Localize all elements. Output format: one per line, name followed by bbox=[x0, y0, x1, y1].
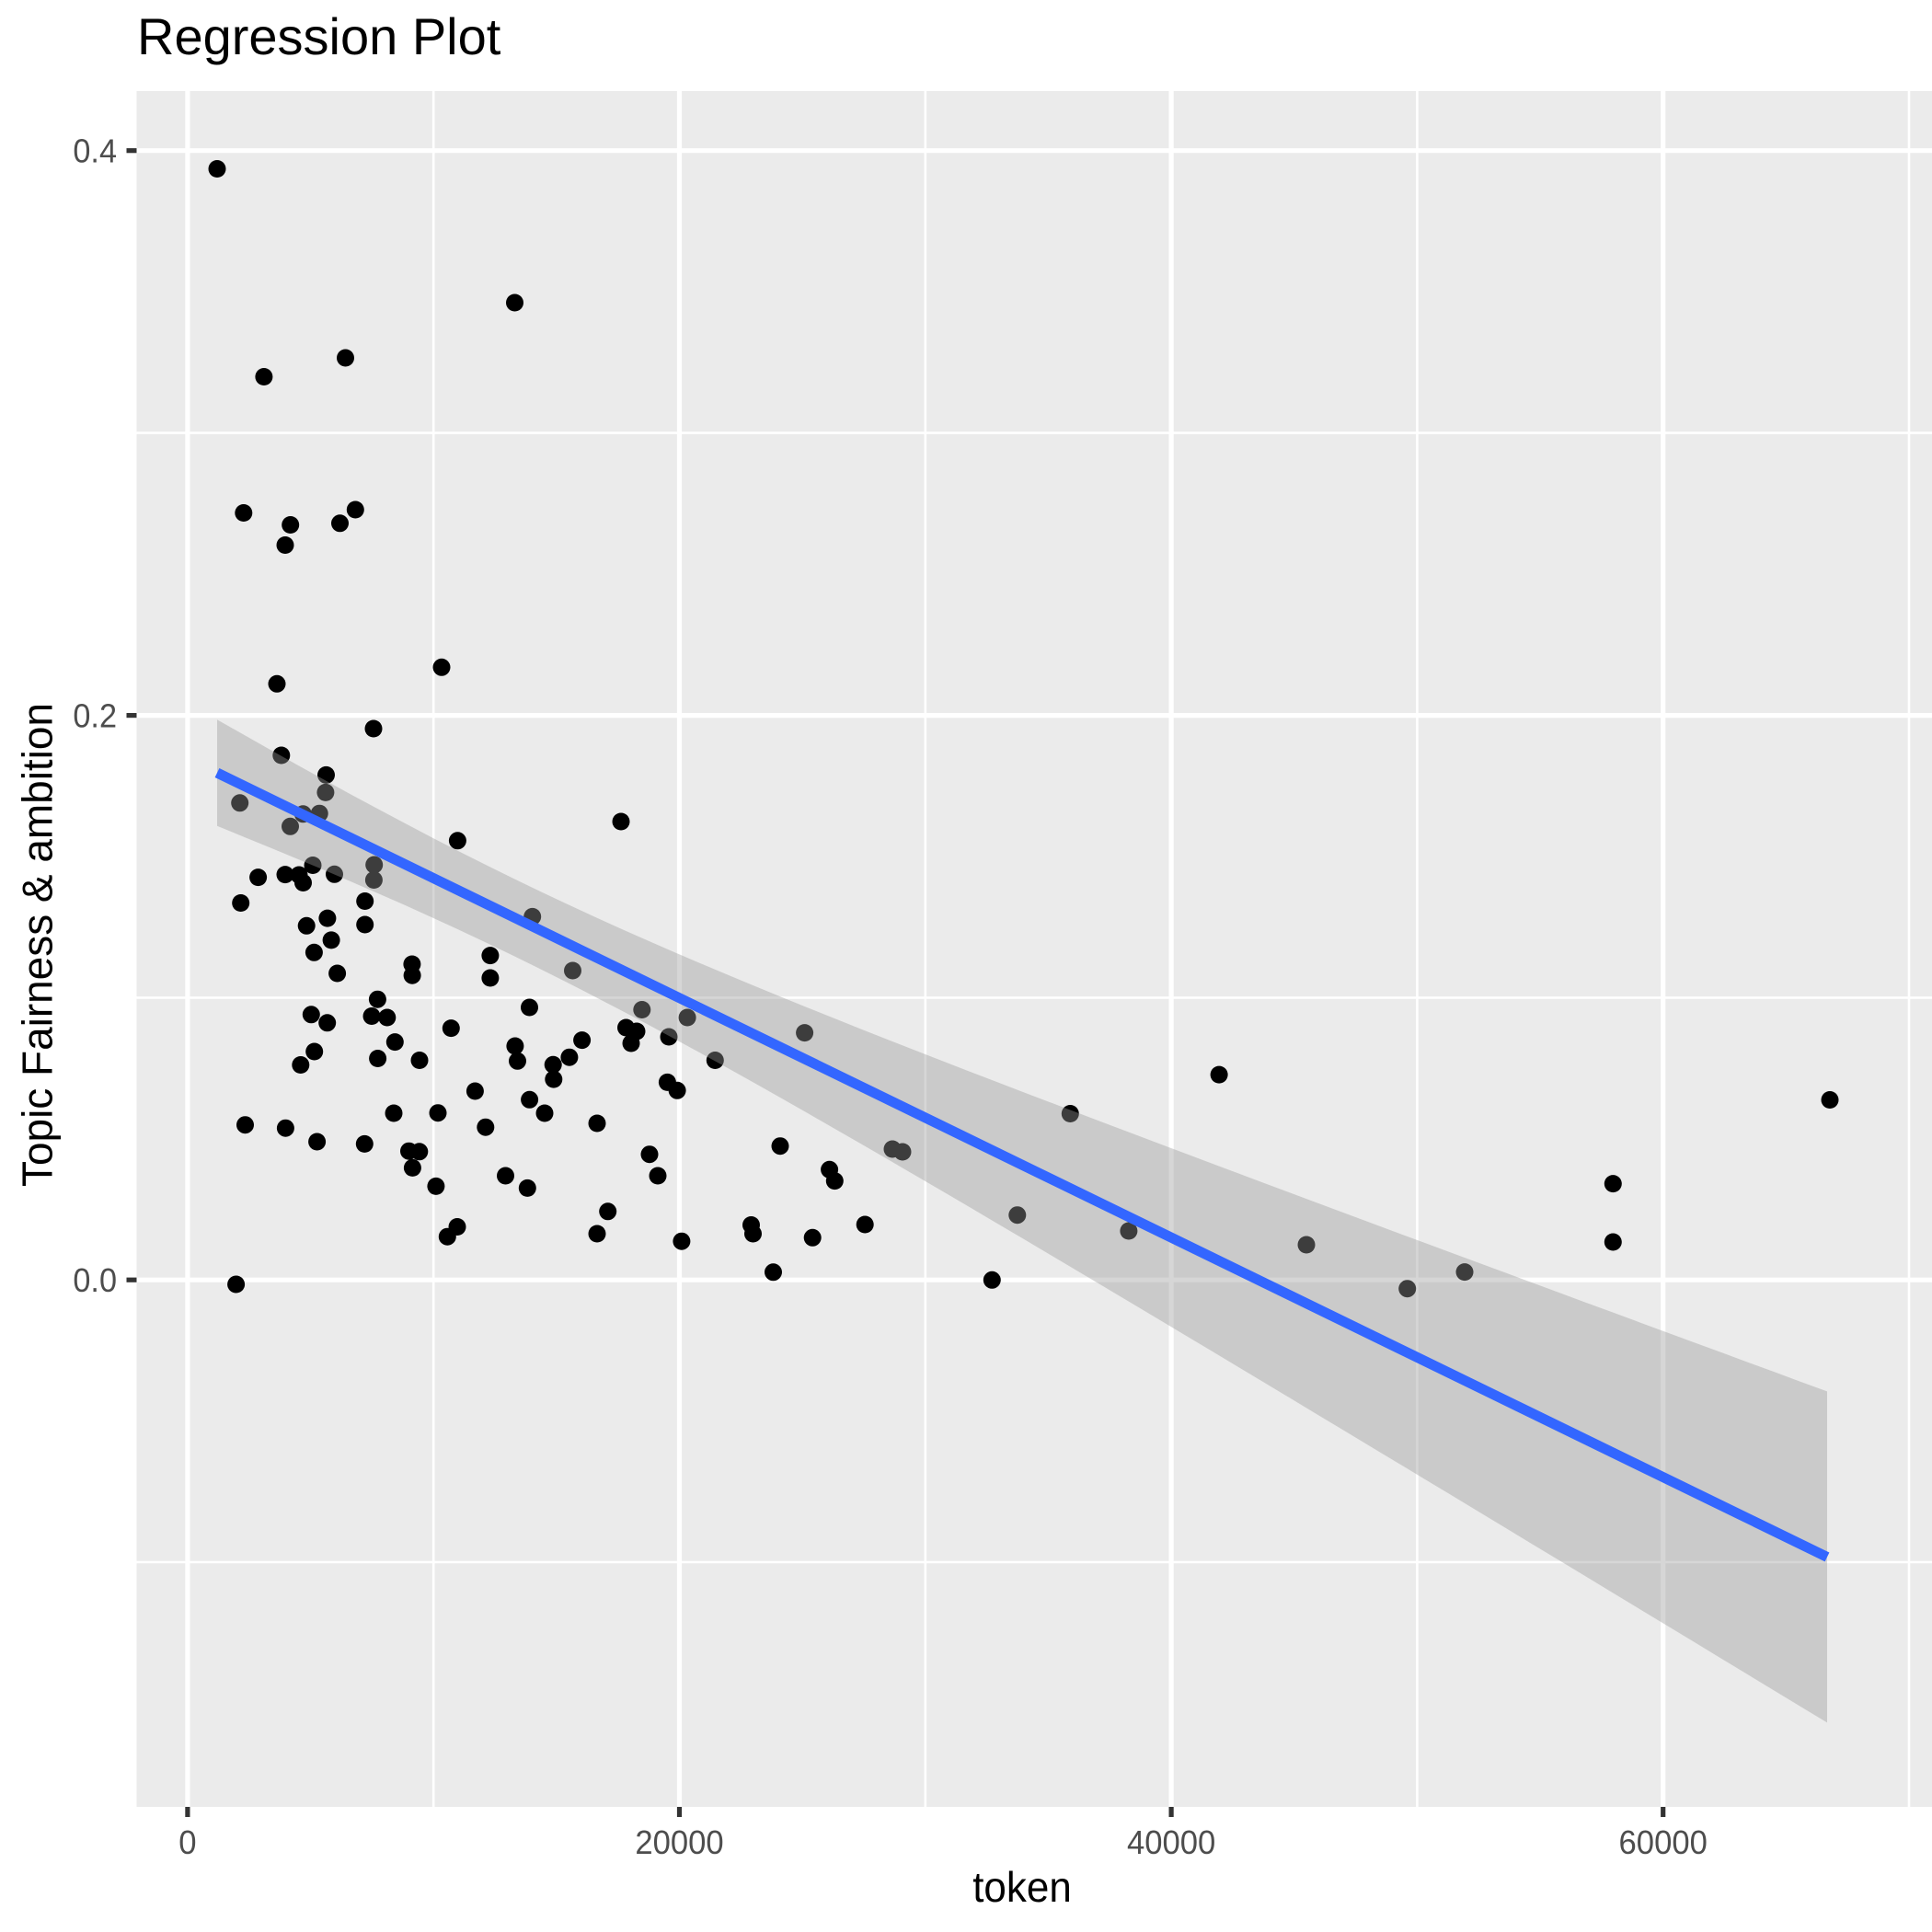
svg-text:0: 0 bbox=[178, 1823, 196, 1861]
svg-text:Topic Fairness & ambition: Topic Fairness & ambition bbox=[14, 703, 62, 1187]
svg-text:20000: 20000 bbox=[635, 1823, 723, 1861]
svg-text:60000: 60000 bbox=[1619, 1823, 1708, 1861]
svg-text:token: token bbox=[972, 1863, 1072, 1911]
svg-text:40000: 40000 bbox=[1127, 1823, 1215, 1861]
svg-text:0.0: 0.0 bbox=[73, 1261, 117, 1299]
svg-text:0.4: 0.4 bbox=[73, 132, 117, 170]
svg-text:Regression Plot: Regression Plot bbox=[137, 7, 501, 65]
svg-text:0.2: 0.2 bbox=[73, 697, 117, 735]
